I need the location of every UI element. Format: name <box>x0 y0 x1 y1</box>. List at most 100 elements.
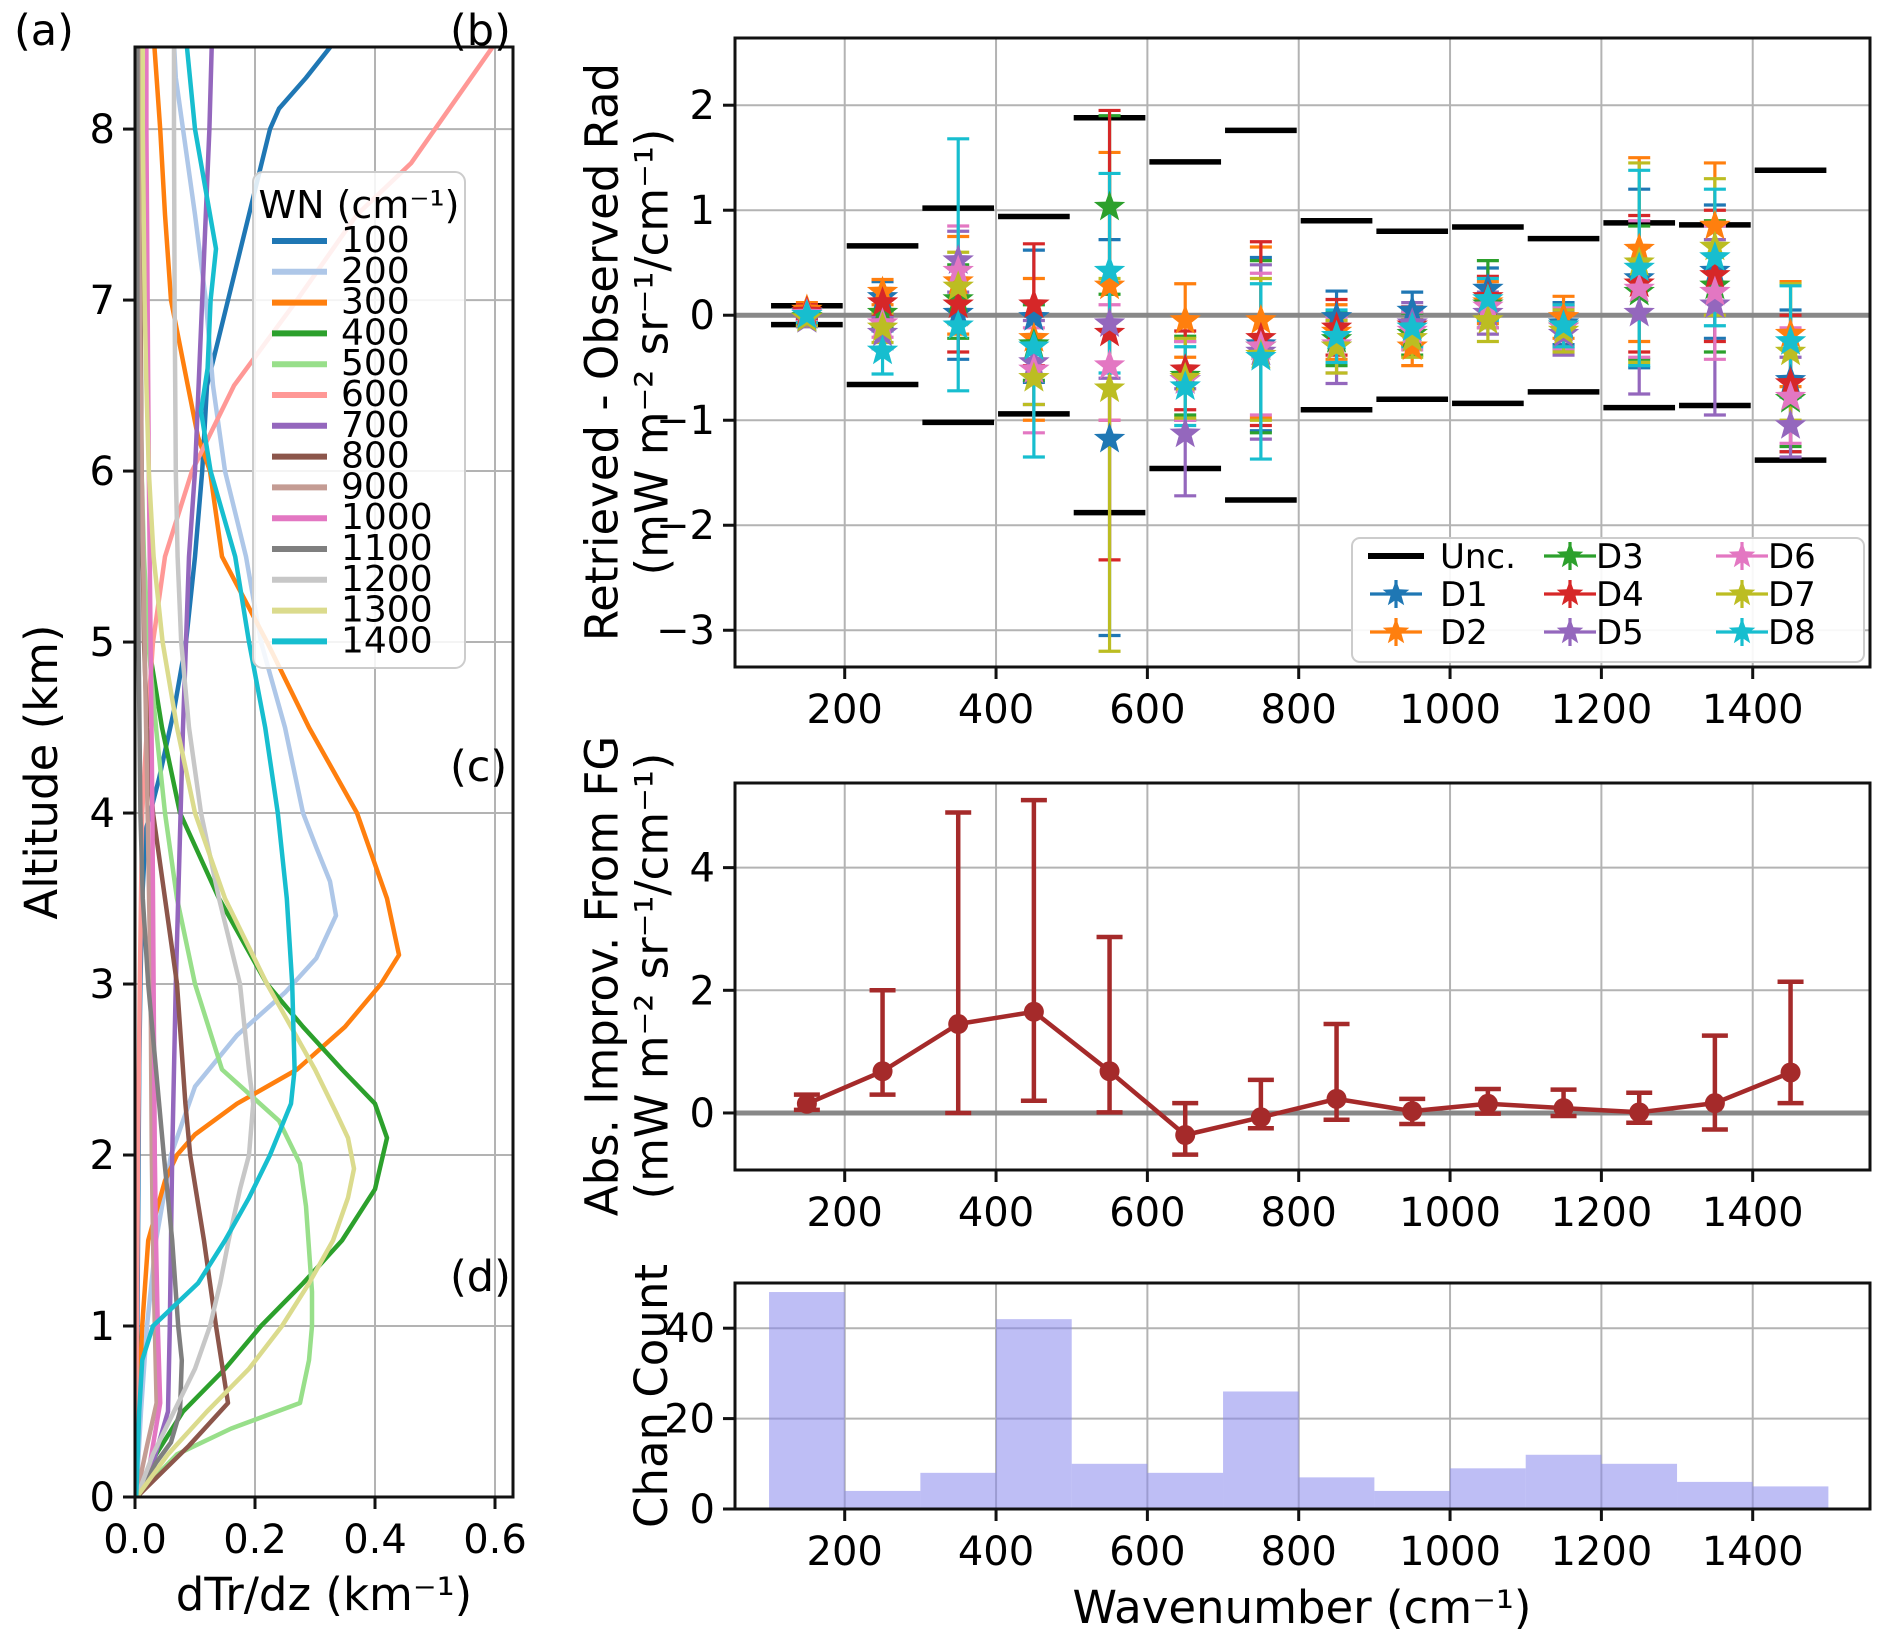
svg-text:200: 200 <box>807 1190 883 1236</box>
fg-point <box>1629 1102 1650 1123</box>
hist-bar <box>1071 1463 1148 1509</box>
star-D6 <box>1699 275 1731 306</box>
panel-d-letter: (d) <box>450 1252 511 1302</box>
svg-text:5: 5 <box>90 620 115 666</box>
svg-text:1400: 1400 <box>1702 687 1804 733</box>
legend-b-label: D6 <box>1768 537 1816 577</box>
legend-b-star-sample <box>1556 542 1584 568</box>
legend-b-label: D1 <box>1440 575 1488 615</box>
svg-text:−2: −2 <box>656 503 715 549</box>
hist-bar <box>1147 1472 1224 1509</box>
svg-text:600: 600 <box>1109 1529 1185 1575</box>
legend-a-label: 600 <box>341 374 410 415</box>
star-D7 <box>1396 321 1428 352</box>
legend-a-label: 1400 <box>341 620 433 661</box>
svg-text:4: 4 <box>690 846 715 892</box>
star-D7 <box>866 311 899 342</box>
svg-text:4: 4 <box>90 791 115 837</box>
hist-bar <box>1752 1486 1829 1509</box>
star-D8 <box>942 309 974 340</box>
fg-point <box>1326 1088 1347 1109</box>
svg-text:1: 1 <box>690 188 715 234</box>
panel-a-xlabel: dTr/dz (km⁻¹) <box>175 1567 473 1621</box>
svg-text:1200: 1200 <box>1550 687 1652 733</box>
panel-c-letter: (c) <box>450 742 508 792</box>
svg-text:1400: 1400 <box>1702 1529 1804 1575</box>
panel-a-legend: WN (cm⁻¹)1002003004005006007008009001000… <box>252 171 466 669</box>
star-D6 <box>942 254 974 285</box>
legend-a-label: 300 <box>341 282 410 323</box>
star-D3 <box>1093 190 1126 221</box>
svg-text:2: 2 <box>690 83 715 129</box>
svg-text:6: 6 <box>90 449 115 495</box>
svg-text:0.6: 0.6 <box>463 1517 527 1563</box>
fg-point <box>1099 1061 1120 1082</box>
star-D2 <box>1093 269 1126 300</box>
svg-text:2: 2 <box>90 1133 115 1179</box>
star-D8 <box>1169 370 1201 400</box>
hist-bar <box>1601 1463 1678 1509</box>
fg-point <box>1250 1107 1271 1128</box>
svg-text:20: 20 <box>664 1397 715 1443</box>
star-D4 <box>1093 316 1126 347</box>
star-D7 <box>1093 372 1126 403</box>
star-D8 <box>1547 309 1580 340</box>
legend-a-label: 800 <box>341 436 410 477</box>
star-D8 <box>1472 283 1504 313</box>
svg-text:400: 400 <box>958 1529 1034 1575</box>
fg-point <box>872 1061 893 1082</box>
star-D8 <box>1093 254 1126 285</box>
svg-text:7: 7 <box>90 278 115 324</box>
wn-line-900 <box>135 47 159 1497</box>
fg-point <box>796 1093 817 1114</box>
star-D4 <box>1018 288 1050 319</box>
legend-b-label: D3 <box>1596 537 1644 577</box>
svg-text:600: 600 <box>1109 687 1185 733</box>
svg-text:0: 0 <box>690 1487 715 1533</box>
star-D8 <box>1396 311 1428 342</box>
star-D2 <box>1169 304 1201 334</box>
legend-b-star-sample <box>1556 580 1584 606</box>
star-D5 <box>1623 296 1655 327</box>
svg-text:40: 40 <box>664 1306 715 1352</box>
svg-text:400: 400 <box>958 687 1034 733</box>
legend-b-label: D4 <box>1596 575 1644 615</box>
hist-bar <box>1298 1477 1375 1509</box>
svg-text:1200: 1200 <box>1550 1190 1652 1236</box>
svg-text:−1: −1 <box>656 398 715 444</box>
svg-text:0: 0 <box>90 1475 115 1521</box>
legend-b-label: D7 <box>1768 575 1816 615</box>
legend-b-label: D5 <box>1596 613 1644 653</box>
panel-d-bars <box>769 1292 1829 1509</box>
legend-b-label: D8 <box>1768 613 1816 653</box>
star-D7 <box>1320 330 1353 361</box>
wn-line-300 <box>135 47 402 1497</box>
svg-text:0: 0 <box>690 293 715 339</box>
legend-a-label: 200 <box>341 251 410 292</box>
svg-text:1000: 1000 <box>1399 687 1501 733</box>
star-D7 <box>1774 335 1807 366</box>
legend-a-label: 1100 <box>341 528 433 569</box>
star-D8 <box>1245 340 1277 371</box>
star-D1 <box>1018 300 1050 331</box>
legend-a-label: 1300 <box>341 590 433 631</box>
panel-b-data <box>771 108 1827 653</box>
legend-b-label: D2 <box>1440 613 1488 653</box>
panel-a-lines <box>135 47 496 1497</box>
star-D6 <box>1093 349 1126 379</box>
panel-c-ylabel: Abs. Improv. From FG (mW m⁻² sr⁻¹/cm⁻¹) <box>575 735 679 1217</box>
fg-point <box>1402 1101 1423 1122</box>
star-D4 <box>866 286 899 316</box>
svg-text:1: 1 <box>90 1304 115 1350</box>
fg-point <box>1780 1062 1801 1083</box>
panel-a-letter: (a) <box>14 6 74 56</box>
star-D7 <box>1018 361 1050 392</box>
star-D5 <box>1169 417 1201 448</box>
star-D2 <box>1699 209 1731 240</box>
star-D1 <box>1093 422 1126 453</box>
svg-text:1000: 1000 <box>1399 1190 1501 1236</box>
legend-a-label: 900 <box>341 466 410 507</box>
wn-line-1300 <box>135 47 357 1497</box>
